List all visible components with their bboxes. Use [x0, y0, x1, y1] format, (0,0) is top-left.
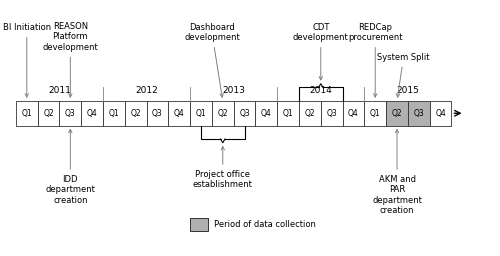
Text: Q3: Q3	[152, 109, 163, 118]
Bar	[190, 101, 212, 125]
Bar	[212, 101, 234, 125]
Bar	[168, 101, 190, 125]
Bar	[430, 101, 452, 125]
Text: IDD
department
creation: IDD department creation	[46, 129, 96, 205]
Bar	[256, 101, 277, 125]
Text: Q3: Q3	[414, 109, 424, 118]
Text: Q3: Q3	[65, 109, 76, 118]
Text: Q1: Q1	[370, 109, 380, 118]
Bar	[146, 101, 169, 125]
Text: REDCap
procurement: REDCap procurement	[348, 23, 403, 97]
Text: 2011: 2011	[48, 86, 71, 95]
Text: 2014: 2014	[310, 86, 332, 95]
Text: CDT
development: CDT development	[293, 23, 348, 80]
Bar	[342, 101, 364, 125]
Bar	[364, 101, 386, 125]
Text: Q4: Q4	[86, 109, 98, 118]
Bar	[103, 101, 125, 125]
Bar	[321, 101, 342, 125]
Text: AKM and
PAR
department
creation: AKM and PAR department creation	[372, 129, 422, 215]
Text: Q3: Q3	[239, 109, 250, 118]
Bar	[386, 101, 408, 125]
Bar	[299, 101, 321, 125]
Text: Q2: Q2	[304, 109, 315, 118]
Bar	[190, 218, 208, 231]
Text: 2013: 2013	[222, 86, 245, 95]
Text: Q1: Q1	[196, 109, 206, 118]
Bar	[60, 101, 81, 125]
Bar	[277, 101, 299, 125]
Text: Q1: Q1	[22, 109, 32, 118]
Bar	[408, 101, 430, 125]
Text: Q2: Q2	[130, 109, 141, 118]
Text: REASON
Platform
development: REASON Platform development	[42, 22, 98, 97]
Text: System Split: System Split	[378, 52, 430, 97]
Text: 2012: 2012	[135, 86, 158, 95]
Text: Q1: Q1	[108, 109, 119, 118]
Text: 2015: 2015	[396, 86, 419, 95]
Bar	[234, 101, 256, 125]
Text: BI Initiation: BI Initiation	[2, 23, 51, 97]
Text: Q4: Q4	[435, 109, 446, 118]
Text: Q4: Q4	[174, 109, 184, 118]
Text: Q2: Q2	[43, 109, 54, 118]
Text: Project office
establishment: Project office establishment	[193, 147, 252, 189]
Text: Q1: Q1	[283, 109, 294, 118]
Bar	[81, 101, 103, 125]
Text: Q4: Q4	[261, 109, 272, 118]
Bar	[38, 101, 60, 125]
Text: Dashboard
development: Dashboard development	[184, 23, 240, 97]
Text: Q2: Q2	[218, 109, 228, 118]
Text: Q2: Q2	[392, 109, 402, 118]
Text: Q4: Q4	[348, 109, 359, 118]
Text: Period of data collection: Period of data collection	[214, 220, 316, 229]
Text: Q3: Q3	[326, 109, 337, 118]
Bar	[125, 101, 146, 125]
Bar	[16, 101, 38, 125]
